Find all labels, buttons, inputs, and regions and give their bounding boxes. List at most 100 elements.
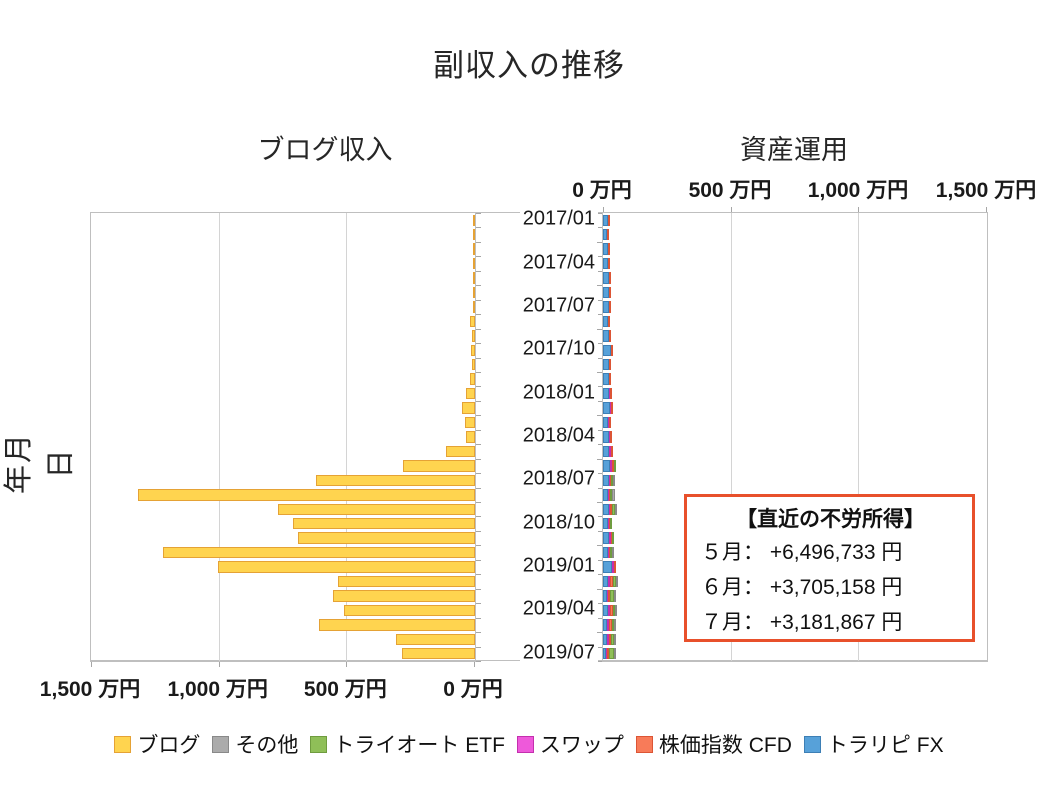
month-tick xyxy=(476,516,481,518)
callout-title: 【直近の不労所得】 xyxy=(736,508,925,531)
bar-blog-2018/05 xyxy=(445,445,475,458)
month-tick xyxy=(597,429,602,431)
seg-その他-2018/12 xyxy=(612,546,615,559)
x-axis-label: 500 万円 xyxy=(303,678,387,701)
seg-トラリピ FX-2018/10 xyxy=(603,517,608,530)
bar-blog-2019/03 xyxy=(332,590,475,602)
seg-その他-2019/04 xyxy=(615,604,618,617)
month-tick xyxy=(597,545,602,547)
month-tick xyxy=(476,444,481,446)
seg-株価指数 CFD-2018/09 xyxy=(610,503,613,515)
seg-その他-2018/07 xyxy=(613,474,616,487)
seg-トラリピ FX-2018/08 xyxy=(603,489,608,501)
seg-トラリピ FX-2018/01 xyxy=(603,387,610,400)
legend-label: ブログ xyxy=(137,734,201,757)
seg-トラリピ FX-2019/02 xyxy=(603,575,608,588)
month-tick xyxy=(597,574,602,576)
legend-swatch xyxy=(635,735,653,753)
seg-スワップ-2018/10 xyxy=(607,517,610,530)
seg-トラリピ FX-2017/12 xyxy=(603,373,610,385)
gridline-1000 xyxy=(218,213,220,661)
month-tick xyxy=(597,415,602,417)
seg-スワップ-2018/08 xyxy=(607,489,610,501)
right-chart-x-axis-labels: 0 万円 500 万円 1,000 万円 1,500 万円 xyxy=(0,174,1058,202)
month-tick xyxy=(476,646,481,648)
month-tick xyxy=(476,314,481,316)
recent-passive-income-callout: 【直近の不労所得】 ５月： +6,496,733 円 ６月： +3,705,15… xyxy=(684,494,975,642)
legend-swatch xyxy=(803,735,821,753)
y-axis-title: 年月日 xyxy=(3,432,77,495)
value-tick xyxy=(986,207,987,212)
seg-株価指数 CFD-2018/01 xyxy=(610,387,613,400)
seg-トラリピ FX-2018/09 xyxy=(603,503,609,515)
legend-item-ブログ: ブログ xyxy=(114,729,200,759)
y-tick-label: 2017/10 xyxy=(519,337,598,361)
value-tick xyxy=(603,207,604,212)
month-tick xyxy=(476,429,481,431)
month-tick xyxy=(476,213,481,214)
month-tick xyxy=(476,357,481,359)
y-tick-label: 2017/07 xyxy=(519,294,598,318)
seg-トラリピ FX-2019/03 xyxy=(603,590,607,602)
legend-label: トラリピ FX xyxy=(826,734,944,757)
seg-スワップ-2018/06 xyxy=(610,460,613,472)
seg-株価指数 CFD-2017/06 xyxy=(609,286,612,299)
legend-label: その他 xyxy=(235,734,299,757)
seg-トライオート ETF-2019/05 xyxy=(611,619,615,631)
blog-income-subtitle: ブログ収入 xyxy=(257,135,393,165)
legend-item-その他: その他 xyxy=(212,729,298,759)
gridline-500 xyxy=(346,213,348,661)
month-tick xyxy=(597,661,602,662)
bar-blog-2018/04 xyxy=(466,431,475,443)
seg-株価指数 CFD-2019/05 xyxy=(608,619,612,631)
bar-blog-2018/11 xyxy=(298,532,475,544)
month-tick xyxy=(597,299,602,301)
legend-item-株価指数 CFD: 株価指数 CFD xyxy=(635,729,792,759)
callout-line-june: ６月： +3,705,158 円 xyxy=(701,576,903,599)
seg-株価指数 CFD-2017/11 xyxy=(608,359,611,371)
bar-blog-2017/02 xyxy=(473,228,475,241)
gridline-1000 xyxy=(858,213,860,661)
seg-トライオート ETF-2018/10 xyxy=(610,517,613,530)
seg-トライオート ETF-2018/06 xyxy=(613,460,616,472)
bar-blog-2018/02 xyxy=(462,402,475,414)
month-tick xyxy=(597,270,602,272)
month-tick xyxy=(597,632,602,634)
seg-株価指数 CFD-2019/06 xyxy=(608,633,612,646)
month-tick xyxy=(476,256,481,258)
bar-blog-2018/10 xyxy=(293,517,475,530)
seg-株価指数 CFD-2017/05 xyxy=(608,272,611,284)
seg-株価指数 CFD-2018/02 xyxy=(611,402,614,414)
value-tick xyxy=(346,662,348,667)
seg-株価指数 CFD-2019/02 xyxy=(609,575,614,588)
month-tick xyxy=(476,545,481,547)
asset-management-subtitle: 資産運用 xyxy=(740,135,848,165)
y-tick-label: 2017/01 xyxy=(519,207,598,231)
seg-トラリピ FX-2017/06 xyxy=(603,286,610,299)
month-tick xyxy=(476,299,481,301)
seg-その他-2019/06 xyxy=(613,633,616,646)
legend-swatch xyxy=(310,735,328,753)
seg-スワップ-2019/05 xyxy=(606,619,609,631)
seg-その他-2019/07 xyxy=(614,648,617,660)
month-tick xyxy=(597,559,602,561)
seg-株価指数 CFD-2019/04 xyxy=(609,604,613,617)
seg-その他-2018/08 xyxy=(612,489,615,501)
bar-blog-2017/08 xyxy=(469,315,475,328)
y-tick-label: 2017/04 xyxy=(519,251,598,275)
seg-スワップ-2018/11 xyxy=(608,532,611,544)
bar-blog-2017/04 xyxy=(473,257,475,270)
seg-トライオート ETF-2019/06 xyxy=(611,633,614,646)
seg-トラリピ FX-2018/02 xyxy=(603,402,611,414)
y-tick-label: 2019/07 xyxy=(519,641,598,665)
legend-label: 株価指数 CFD xyxy=(658,734,792,757)
seg-その他-2019/05 xyxy=(614,619,617,631)
seg-株価指数 CFD-2017/07 xyxy=(608,301,611,313)
seg-株価指数 CFD-2017/09 xyxy=(608,330,611,342)
bar-blog-2018/09 xyxy=(277,503,475,515)
seg-トラリピ FX-2019/04 xyxy=(603,604,608,617)
bar-blog-2017/05 xyxy=(473,272,475,284)
bar-blog-2019/01 xyxy=(217,561,475,573)
bar-blog-2017/06 xyxy=(473,286,475,299)
